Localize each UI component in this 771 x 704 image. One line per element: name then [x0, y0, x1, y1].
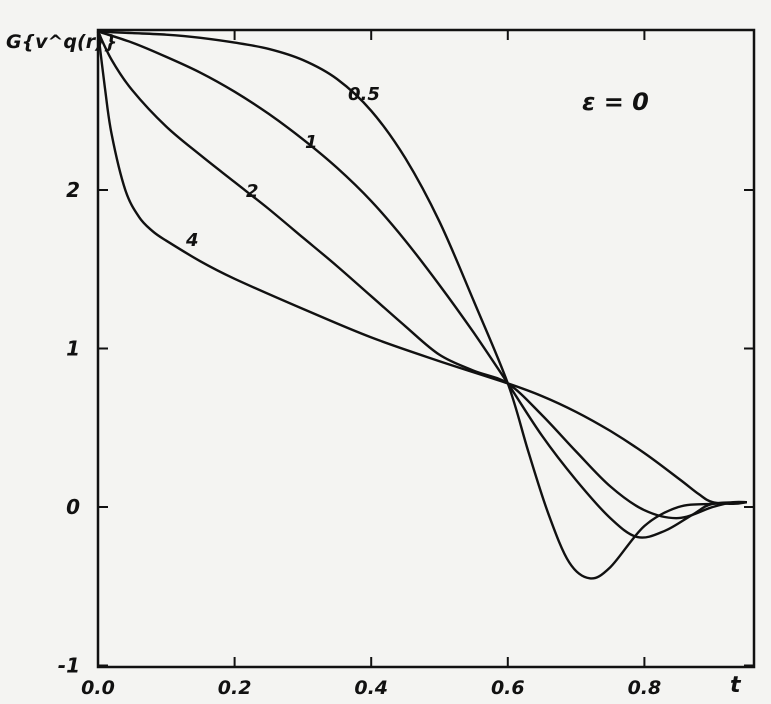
series-label: 1 [305, 132, 318, 153]
epsilon-annotation: ε = 0 [582, 88, 649, 116]
y-tick-label: 1 [66, 337, 80, 361]
tick-labels: 0.0 0.2 0.4 0.6 0.8 -1 0 1 2 [58, 178, 661, 699]
series-line-1 [97, 30, 747, 539]
series-label: 4 [185, 230, 199, 251]
series-line-2 [96, 30, 747, 520]
x-tick-label: 0.4 [354, 677, 388, 699]
x-tick-label: 0.2 [218, 677, 252, 699]
y-tick-label: 2 [66, 178, 80, 202]
series-label: 2 [246, 181, 259, 202]
series-line-4 [96, 31, 748, 505]
x-tick-label: 0.8 [628, 677, 662, 699]
series-line-0-5 [97, 30, 747, 580]
y-tick-label: 0 [66, 495, 80, 519]
x-axis-label: t [730, 673, 742, 698]
x-tick-label: 0.6 [491, 677, 525, 699]
series-label: 0.5 [348, 84, 380, 105]
plot-frame [96, 28, 756, 669]
y-tick-label: -1 [58, 654, 80, 678]
tick-marks [97, 30, 754, 667]
x-tick-label: 0.0 [81, 677, 115, 699]
series-layer [96, 30, 748, 580]
series-labels: 0.5 1 2 4 [185, 84, 380, 251]
y-axis-label: G{v^q(r)} [6, 31, 117, 53]
